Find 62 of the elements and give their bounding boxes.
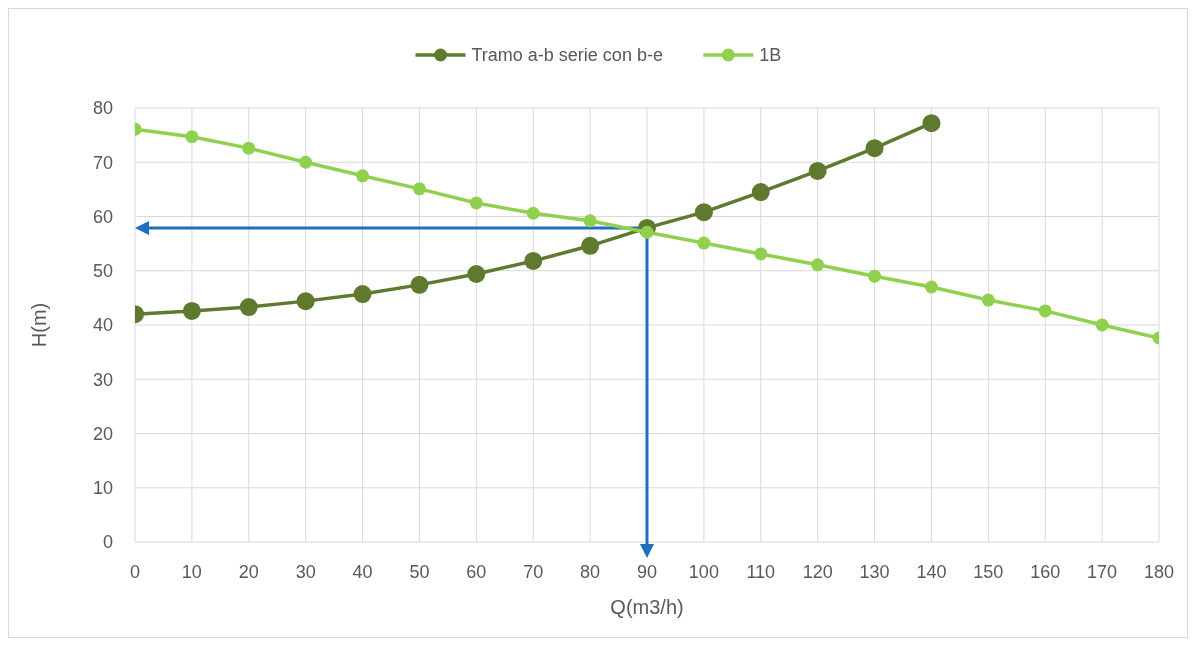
point bbox=[697, 236, 711, 250]
x-tick-label: 20 bbox=[238, 562, 259, 583]
x-tick-label: 30 bbox=[295, 562, 316, 583]
point bbox=[581, 236, 600, 255]
point bbox=[811, 258, 825, 272]
x-tick-label: 60 bbox=[466, 562, 487, 583]
legend-label: Tramo a-b serie con b-e bbox=[471, 45, 663, 66]
point bbox=[185, 130, 199, 144]
point bbox=[299, 155, 313, 169]
y-tick-label: 60 bbox=[92, 206, 113, 227]
x-tick-label: 40 bbox=[352, 562, 373, 583]
point bbox=[296, 292, 315, 311]
point bbox=[467, 265, 486, 284]
x-tick-label: 0 bbox=[129, 562, 141, 583]
y-tick-label: 70 bbox=[92, 152, 113, 173]
point bbox=[924, 280, 938, 294]
point bbox=[868, 269, 882, 283]
y-tick-label: 80 bbox=[92, 98, 113, 119]
x-tick-label: 50 bbox=[409, 562, 430, 583]
legend-label: 1B bbox=[759, 45, 782, 66]
point bbox=[694, 203, 713, 222]
point bbox=[808, 161, 827, 180]
point bbox=[410, 275, 429, 294]
point bbox=[981, 293, 995, 307]
point bbox=[922, 114, 941, 133]
x-tick-label: 160 bbox=[1030, 562, 1061, 583]
x-axis-title: Q(m3/h) bbox=[610, 596, 684, 618]
point bbox=[239, 298, 258, 317]
y-tick-label: 30 bbox=[92, 369, 113, 390]
y-tick-label: 0 bbox=[102, 532, 113, 553]
x-tick-label: 110 bbox=[746, 562, 776, 583]
point bbox=[583, 214, 597, 228]
x-tick-label: 150 bbox=[973, 562, 1004, 583]
y-tick-label: 20 bbox=[92, 423, 113, 444]
point bbox=[412, 182, 426, 196]
point bbox=[524, 251, 543, 270]
point bbox=[182, 301, 201, 320]
point bbox=[1038, 304, 1052, 318]
x-tick-label: 130 bbox=[859, 562, 890, 583]
point bbox=[751, 183, 770, 202]
point bbox=[469, 196, 483, 210]
point bbox=[640, 225, 654, 239]
point bbox=[242, 141, 256, 155]
point bbox=[865, 139, 884, 158]
point bbox=[526, 206, 540, 220]
x-tick-label: 10 bbox=[181, 562, 202, 583]
x-tick-label: 90 bbox=[636, 562, 658, 583]
point bbox=[754, 247, 768, 261]
point bbox=[1095, 318, 1109, 332]
y-tick-label: 50 bbox=[92, 261, 113, 282]
point bbox=[356, 169, 370, 183]
y-tick-label: 40 bbox=[92, 315, 113, 336]
x-tick-label: 180 bbox=[1143, 562, 1175, 583]
x-tick-label: 170 bbox=[1087, 562, 1118, 583]
x-tick-label: 80 bbox=[580, 562, 601, 583]
x-tick-label: 140 bbox=[916, 562, 947, 583]
y-tick-label: 10 bbox=[92, 478, 113, 499]
y-axis-title: H(m) bbox=[28, 302, 50, 348]
x-tick-label: 120 bbox=[802, 562, 833, 583]
x-tick-label: 70 bbox=[523, 562, 544, 583]
point bbox=[353, 285, 372, 304]
x-tick-label: 100 bbox=[688, 562, 719, 583]
